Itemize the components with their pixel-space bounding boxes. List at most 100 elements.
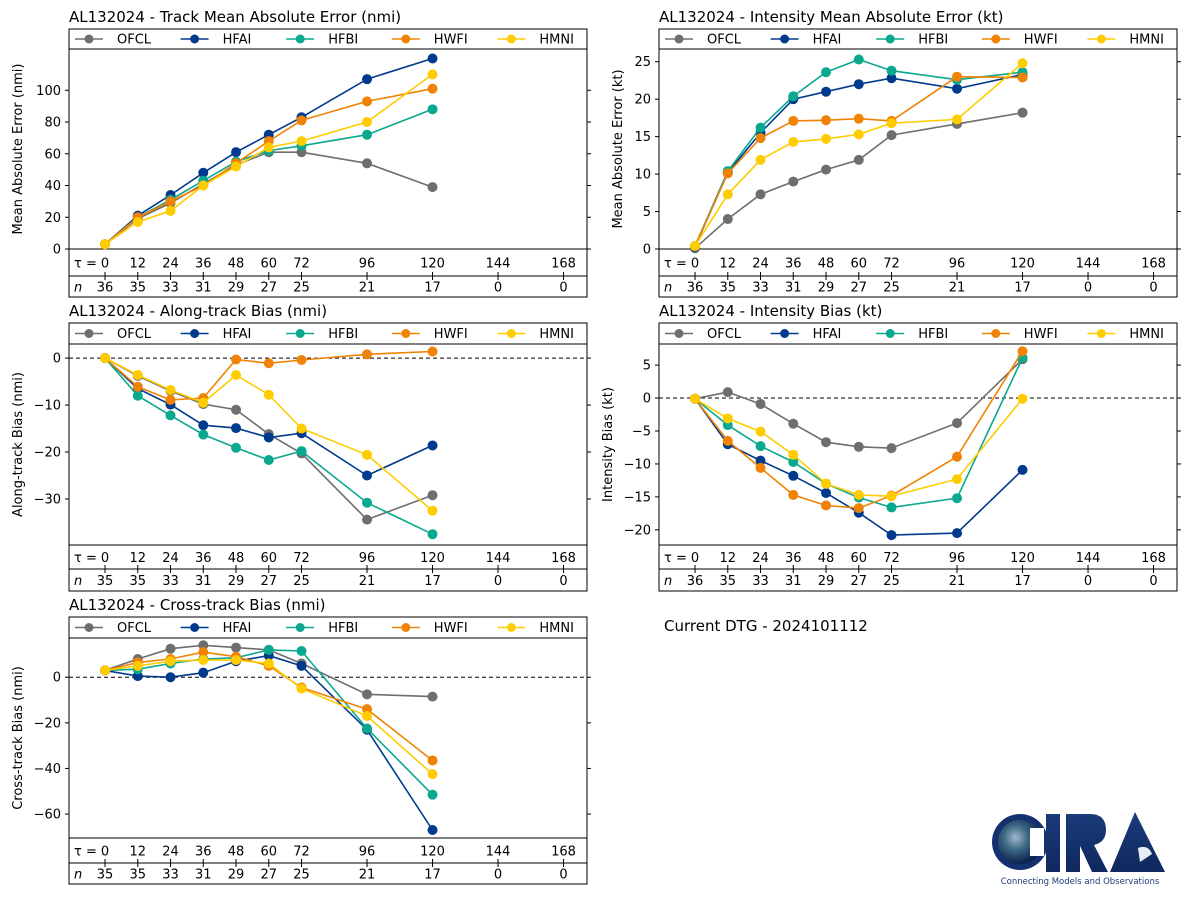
legend-item-hfai[interactable]: HFAI bbox=[180, 621, 252, 636]
n-count-label: 21 bbox=[949, 574, 966, 589]
n-count-label: 31 bbox=[195, 281, 212, 296]
data-point bbox=[821, 487, 832, 498]
tau-tick-label: 48 bbox=[818, 551, 835, 566]
legend-marker bbox=[506, 623, 516, 632]
y-tick-label: 0 bbox=[53, 671, 61, 686]
y-tick-label: −20 bbox=[34, 716, 61, 731]
series-hmni bbox=[100, 69, 438, 250]
y-axis-label: Cross-track Bias (nmi) bbox=[11, 666, 26, 810]
legend-item-hfai[interactable]: HFAI bbox=[770, 327, 842, 342]
n-count-label: 33 bbox=[752, 281, 769, 296]
legend-marker bbox=[190, 329, 200, 338]
series-hmni bbox=[690, 393, 1028, 502]
tau-tick-label: 24 bbox=[162, 257, 179, 272]
n-label: n bbox=[664, 281, 672, 296]
y-tick-label: −10 bbox=[34, 399, 61, 414]
tau-tick-label: 96 bbox=[949, 551, 966, 566]
data-point bbox=[821, 164, 832, 175]
tau-tick-label: 120 bbox=[1010, 257, 1035, 272]
tau-tick-label: 60 bbox=[851, 257, 868, 272]
legend-label: HWFI bbox=[1024, 33, 1058, 48]
series-line bbox=[694, 350, 1024, 509]
legend-marker bbox=[295, 623, 305, 632]
y-tick-label: 40 bbox=[44, 179, 61, 194]
n-count-label: 29 bbox=[228, 281, 245, 296]
legend-item-hmni[interactable]: HMNI bbox=[497, 621, 574, 636]
tau-tick-label: 12 bbox=[130, 845, 147, 860]
tau-tick-label: 24 bbox=[162, 551, 179, 566]
legend-item-ofcl[interactable]: OFCL bbox=[75, 621, 152, 636]
n-count-label: 29 bbox=[228, 574, 245, 589]
tau-tick-label: 24 bbox=[752, 257, 769, 272]
legend-label: HWFI bbox=[434, 33, 468, 48]
legend-item-hwfi[interactable]: HWFI bbox=[391, 327, 468, 342]
data-point bbox=[755, 462, 766, 473]
tau-tick-label: 12 bbox=[130, 551, 147, 566]
data-point bbox=[821, 478, 832, 489]
legend-item-hfbi[interactable]: HFBI bbox=[286, 621, 358, 636]
legend-item-hmni[interactable]: HMNI bbox=[1087, 327, 1164, 342]
legend-item-hfai[interactable]: HFAI bbox=[180, 327, 252, 342]
legend-marker bbox=[401, 623, 411, 632]
n-count-label: 0 bbox=[1149, 574, 1157, 589]
data-point bbox=[165, 656, 176, 667]
data-point bbox=[853, 154, 864, 165]
data-point bbox=[886, 130, 897, 141]
data-point bbox=[362, 158, 373, 169]
y-tick-label: 25 bbox=[634, 55, 651, 70]
legend-item-ofcl[interactable]: OFCL bbox=[75, 33, 152, 48]
tau-tick-label: 0 bbox=[101, 845, 109, 860]
n-count-label: 27 bbox=[851, 281, 868, 296]
y-tick-label: 20 bbox=[44, 211, 61, 226]
legend-item-ofcl[interactable]: OFCL bbox=[665, 327, 742, 342]
legend-item-hwfi[interactable]: HWFI bbox=[981, 33, 1058, 48]
y-axis-label: Intensity Bias (kt) bbox=[601, 387, 616, 502]
n-count-label: 21 bbox=[359, 868, 376, 883]
n-count-label: 35 bbox=[97, 574, 114, 589]
legend-marker bbox=[401, 34, 411, 44]
legend-item-hfbi[interactable]: HFBI bbox=[286, 327, 358, 342]
legend-marker bbox=[780, 34, 790, 44]
legend-item-hfbi[interactable]: HFBI bbox=[876, 327, 948, 342]
data-point bbox=[198, 667, 209, 678]
legend-item-hfbi[interactable]: HFBI bbox=[286, 33, 358, 48]
data-point bbox=[296, 683, 307, 694]
legend-item-hwfi[interactable]: HWFI bbox=[391, 621, 468, 636]
n-count-label: 17 bbox=[1014, 281, 1031, 296]
data-point bbox=[231, 147, 242, 158]
y-tick-label: 100 bbox=[36, 84, 61, 99]
chart-title: AL132024 - Along-track Bias (nmi) bbox=[69, 302, 327, 320]
legend-item-hfbi[interactable]: HFBI bbox=[876, 33, 948, 48]
legend-item-hmni[interactable]: HMNI bbox=[1087, 33, 1164, 48]
legend-item-hfai[interactable]: HFAI bbox=[180, 33, 252, 48]
legend-item-hfai[interactable]: HFAI bbox=[770, 33, 842, 48]
tau-tick-label: 60 bbox=[851, 551, 868, 566]
satellite-dish-icon bbox=[1138, 846, 1152, 862]
y-tick-label: 0 bbox=[53, 352, 61, 367]
legend-label: HWFI bbox=[1024, 327, 1058, 342]
legend-label: HFAI bbox=[813, 33, 842, 48]
data-point bbox=[100, 665, 111, 676]
n-count-label: 36 bbox=[687, 574, 704, 589]
n-count-label: 25 bbox=[883, 574, 900, 589]
legend-item-hmni[interactable]: HMNI bbox=[497, 33, 574, 48]
legend-item-hmni[interactable]: HMNI bbox=[497, 327, 574, 342]
legend-marker bbox=[401, 329, 411, 338]
tau-tick-label: 12 bbox=[130, 257, 147, 272]
data-point bbox=[231, 442, 242, 453]
data-point bbox=[853, 79, 864, 90]
data-point bbox=[231, 655, 242, 666]
legend-item-ofcl[interactable]: OFCL bbox=[665, 33, 742, 48]
n-count-label: 27 bbox=[851, 574, 868, 589]
data-point bbox=[427, 490, 438, 501]
data-point bbox=[100, 239, 111, 250]
data-point bbox=[198, 429, 209, 440]
chart-title: AL132024 - Intensity Bias (kt) bbox=[659, 302, 882, 320]
chart-title: AL132024 - Cross-track Bias (nmi) bbox=[69, 596, 326, 614]
legend-item-ofcl[interactable]: OFCL bbox=[75, 327, 152, 342]
y-tick-label: 10 bbox=[634, 168, 651, 183]
legend-item-hwfi[interactable]: HWFI bbox=[981, 327, 1058, 342]
legend-item-hwfi[interactable]: HWFI bbox=[391, 33, 468, 48]
tau-tick-label: 60 bbox=[261, 551, 278, 566]
data-point bbox=[788, 470, 799, 481]
